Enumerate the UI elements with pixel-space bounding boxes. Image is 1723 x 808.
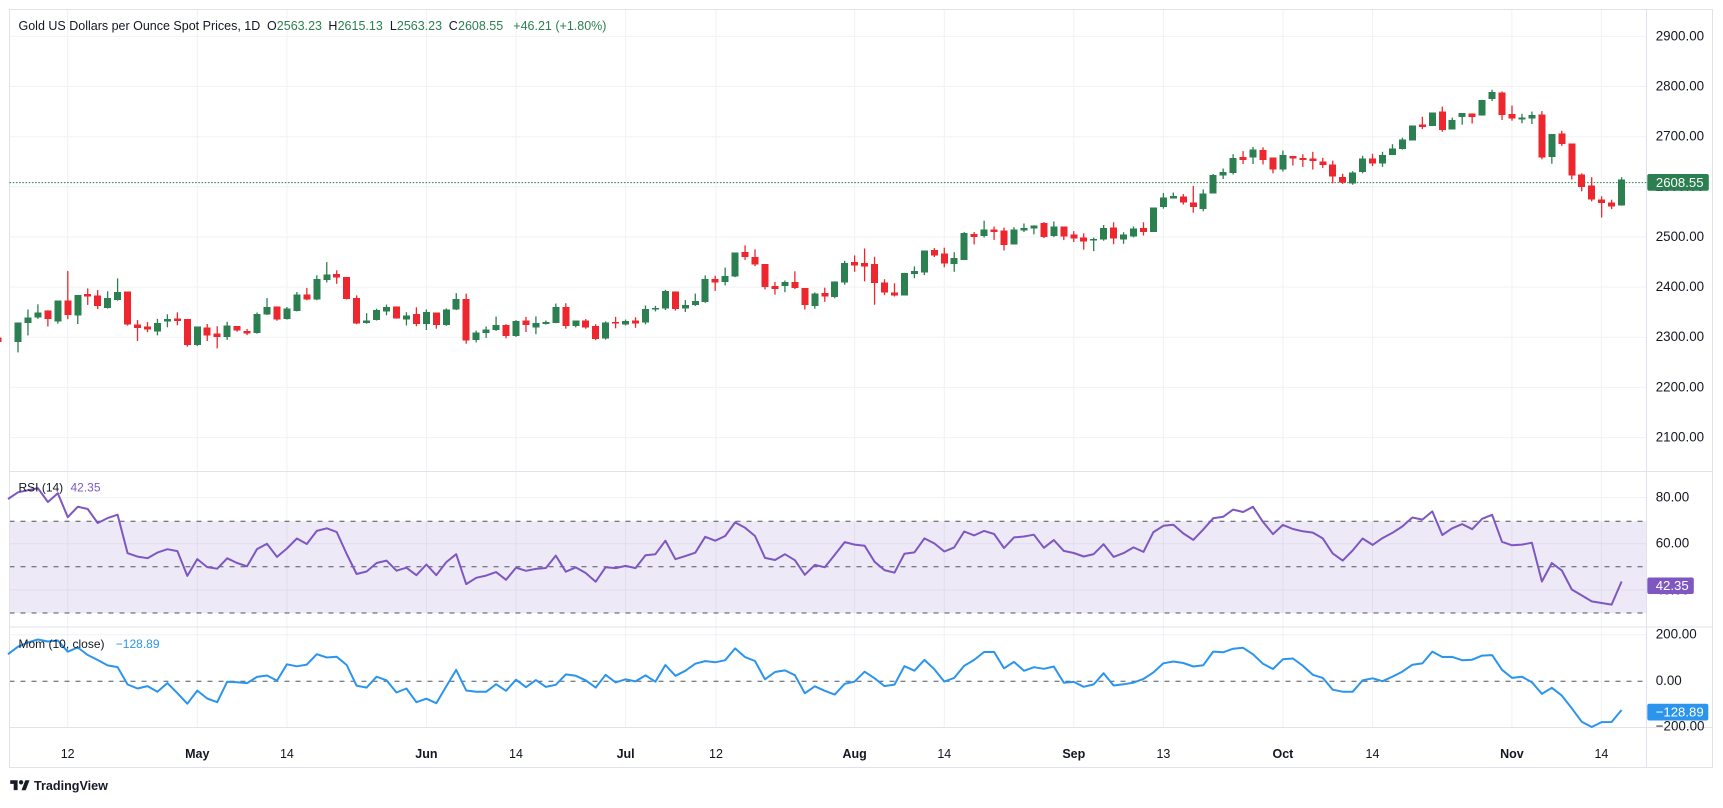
- svg-text:−128.89: −128.89: [1656, 705, 1704, 720]
- svg-text:2563.23: 2563.23: [397, 19, 442, 33]
- svg-text:2563.23: 2563.23: [277, 19, 322, 33]
- svg-text:2608.55: 2608.55: [458, 19, 503, 33]
- svg-text:H: H: [328, 19, 337, 33]
- svg-text:80.00: 80.00: [1656, 489, 1690, 504]
- svg-text:Oct: Oct: [1272, 747, 1294, 761]
- svg-text:2400.00: 2400.00: [1656, 279, 1704, 294]
- svg-text:60.00: 60.00: [1656, 536, 1690, 551]
- svg-text:2700.00: 2700.00: [1656, 129, 1704, 144]
- svg-text:2500.00: 2500.00: [1656, 229, 1704, 244]
- svg-text:2608.55: 2608.55: [1656, 175, 1704, 190]
- svg-text:Sep: Sep: [1062, 747, 1085, 761]
- svg-text:Jun: Jun: [415, 747, 437, 761]
- svg-text:2200.00: 2200.00: [1656, 379, 1704, 394]
- svg-text:−200.00: −200.00: [1656, 718, 1705, 733]
- svg-text:14: 14: [1366, 747, 1380, 761]
- svg-text:0.00: 0.00: [1656, 673, 1682, 688]
- svg-text:C: C: [449, 19, 458, 33]
- svg-text:TradingView: TradingView: [34, 779, 108, 793]
- svg-text:2300.00: 2300.00: [1656, 329, 1704, 344]
- svg-text:42.35: 42.35: [1656, 578, 1689, 593]
- svg-text:13: 13: [1156, 747, 1170, 761]
- svg-text:2615.13: 2615.13: [338, 19, 383, 33]
- svg-text:2900.00: 2900.00: [1656, 28, 1704, 43]
- svg-text:L: L: [390, 19, 397, 33]
- svg-text:2100.00: 2100.00: [1656, 430, 1704, 445]
- svg-text:14: 14: [937, 747, 951, 761]
- svg-text:May: May: [185, 747, 209, 761]
- svg-text:14: 14: [280, 747, 294, 761]
- svg-text:42.35: 42.35: [71, 481, 101, 495]
- svg-text:Mom (10, close): Mom (10, close): [19, 637, 105, 651]
- svg-text:14: 14: [509, 747, 523, 761]
- svg-text:Aug: Aug: [842, 747, 866, 761]
- svg-text:RSI (14): RSI (14): [19, 481, 64, 495]
- svg-text:2800.00: 2800.00: [1656, 78, 1704, 93]
- svg-text:12: 12: [61, 747, 75, 761]
- svg-text:Nov: Nov: [1500, 747, 1524, 761]
- svg-text:O: O: [267, 19, 277, 33]
- svg-text:200.00: 200.00: [1656, 627, 1697, 642]
- svg-text:12: 12: [709, 747, 723, 761]
- svg-text:−128.89: −128.89: [116, 637, 160, 651]
- svg-text:14: 14: [1594, 747, 1608, 761]
- svg-text:Jul: Jul: [617, 747, 635, 761]
- svg-text:+46.21 (+1.80%): +46.21 (+1.80%): [513, 19, 606, 33]
- svg-text:Gold US Dollars per Ounce Spot: Gold US Dollars per Ounce Spot Prices, 1…: [19, 19, 261, 33]
